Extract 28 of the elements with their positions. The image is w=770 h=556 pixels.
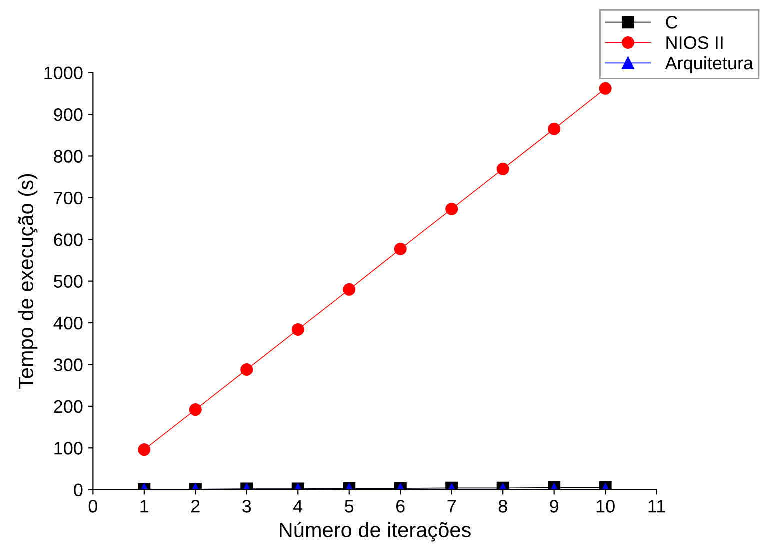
- x-tick-label: 6: [396, 500, 405, 513]
- x-tick-label: 3: [242, 500, 252, 513]
- x-tick-label: 2: [192, 500, 200, 513]
- legend-label: Arquitetura: [665, 56, 754, 74]
- legend-label: NIOS II: [666, 36, 723, 50]
- y-tick-label: 200: [54, 400, 83, 414]
- y-tick-label: 400: [54, 316, 83, 330]
- y-tick-label: 700: [54, 192, 83, 205]
- x-axis-title: Número de iterações: [280, 522, 471, 542]
- y-tick-label: 300: [54, 358, 83, 372]
- y-tick-label: 800: [54, 150, 83, 163]
- x-tick-label: 1: [140, 500, 149, 513]
- x-tick-label: 4: [294, 500, 303, 513]
- y-axis-title: Tempo de execução (s): [18, 174, 38, 390]
- x-tick-label: 0: [88, 500, 98, 513]
- x-tick-label: 5: [345, 500, 354, 513]
- x-tick-label: 11: [648, 500, 666, 513]
- y-tick-label: 0: [74, 484, 83, 497]
- x-tick-label: 8: [498, 500, 508, 513]
- x-tick-label: 7: [448, 500, 456, 513]
- x-tick-label: 9: [550, 500, 558, 513]
- y-tick-label: 900: [54, 108, 83, 122]
- x-tick-label: 10: [596, 500, 615, 513]
- y-tick-label: 500: [54, 275, 83, 288]
- y-tick-label: 600: [54, 234, 83, 246]
- legend-label: C: [666, 16, 678, 29]
- y-tick-label: 100: [54, 442, 83, 455]
- y-tick-label: 1000: [44, 66, 83, 80]
